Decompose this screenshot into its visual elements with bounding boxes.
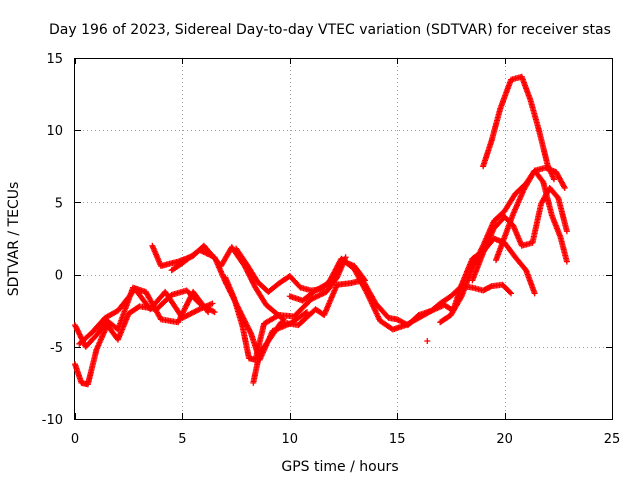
x-tick-label: 20 bbox=[496, 432, 513, 447]
data-point bbox=[561, 184, 568, 191]
data-point bbox=[342, 254, 349, 261]
data-point bbox=[563, 228, 570, 235]
data-point bbox=[457, 294, 464, 301]
data-point bbox=[531, 290, 538, 297]
series-track-f bbox=[222, 254, 349, 363]
series-track-b bbox=[72, 287, 218, 388]
x-tick-label: 0 bbox=[71, 432, 79, 447]
data-point bbox=[539, 177, 546, 184]
data-point bbox=[195, 306, 202, 313]
x-tick-label: 15 bbox=[389, 432, 406, 447]
series-track-c bbox=[76, 286, 216, 347]
axes-ticks: 0 5 10 15 20 25 -10 -5 0 5 10 15 bbox=[42, 52, 621, 447]
data-point bbox=[302, 310, 309, 317]
x-axis-label: GPS time / hours bbox=[281, 459, 398, 475]
data-point bbox=[508, 290, 515, 297]
plot-frame bbox=[74, 58, 613, 420]
grid bbox=[75, 58, 612, 419]
y-axis-label: SDTVAR / TECUs bbox=[6, 182, 22, 297]
series-track-m bbox=[480, 73, 558, 183]
chart-title: Day 196 of 2023, Sidereal Day-to-day VTE… bbox=[49, 22, 611, 38]
series-track-k bbox=[469, 184, 570, 284]
series-track-h bbox=[250, 277, 515, 386]
data-point bbox=[209, 300, 216, 307]
data-point bbox=[211, 309, 218, 316]
data-point bbox=[561, 183, 568, 190]
x-tick-label: 25 bbox=[604, 432, 621, 447]
y-tick-label: 10 bbox=[46, 124, 63, 139]
series-outlier bbox=[424, 338, 431, 345]
y-tick-label: 0 bbox=[55, 269, 63, 284]
data-point bbox=[424, 338, 431, 345]
x-tick-label: 10 bbox=[282, 432, 299, 447]
x-tick-label: 5 bbox=[178, 432, 186, 447]
data-point bbox=[506, 289, 513, 296]
data-point bbox=[551, 176, 558, 183]
y-tick-label: 15 bbox=[46, 52, 63, 67]
y-tick-label: -10 bbox=[42, 413, 63, 428]
data-point bbox=[563, 258, 570, 265]
data-points bbox=[72, 73, 570, 388]
y-tick-label: -5 bbox=[50, 341, 63, 356]
y-tick-label: 5 bbox=[55, 196, 63, 211]
